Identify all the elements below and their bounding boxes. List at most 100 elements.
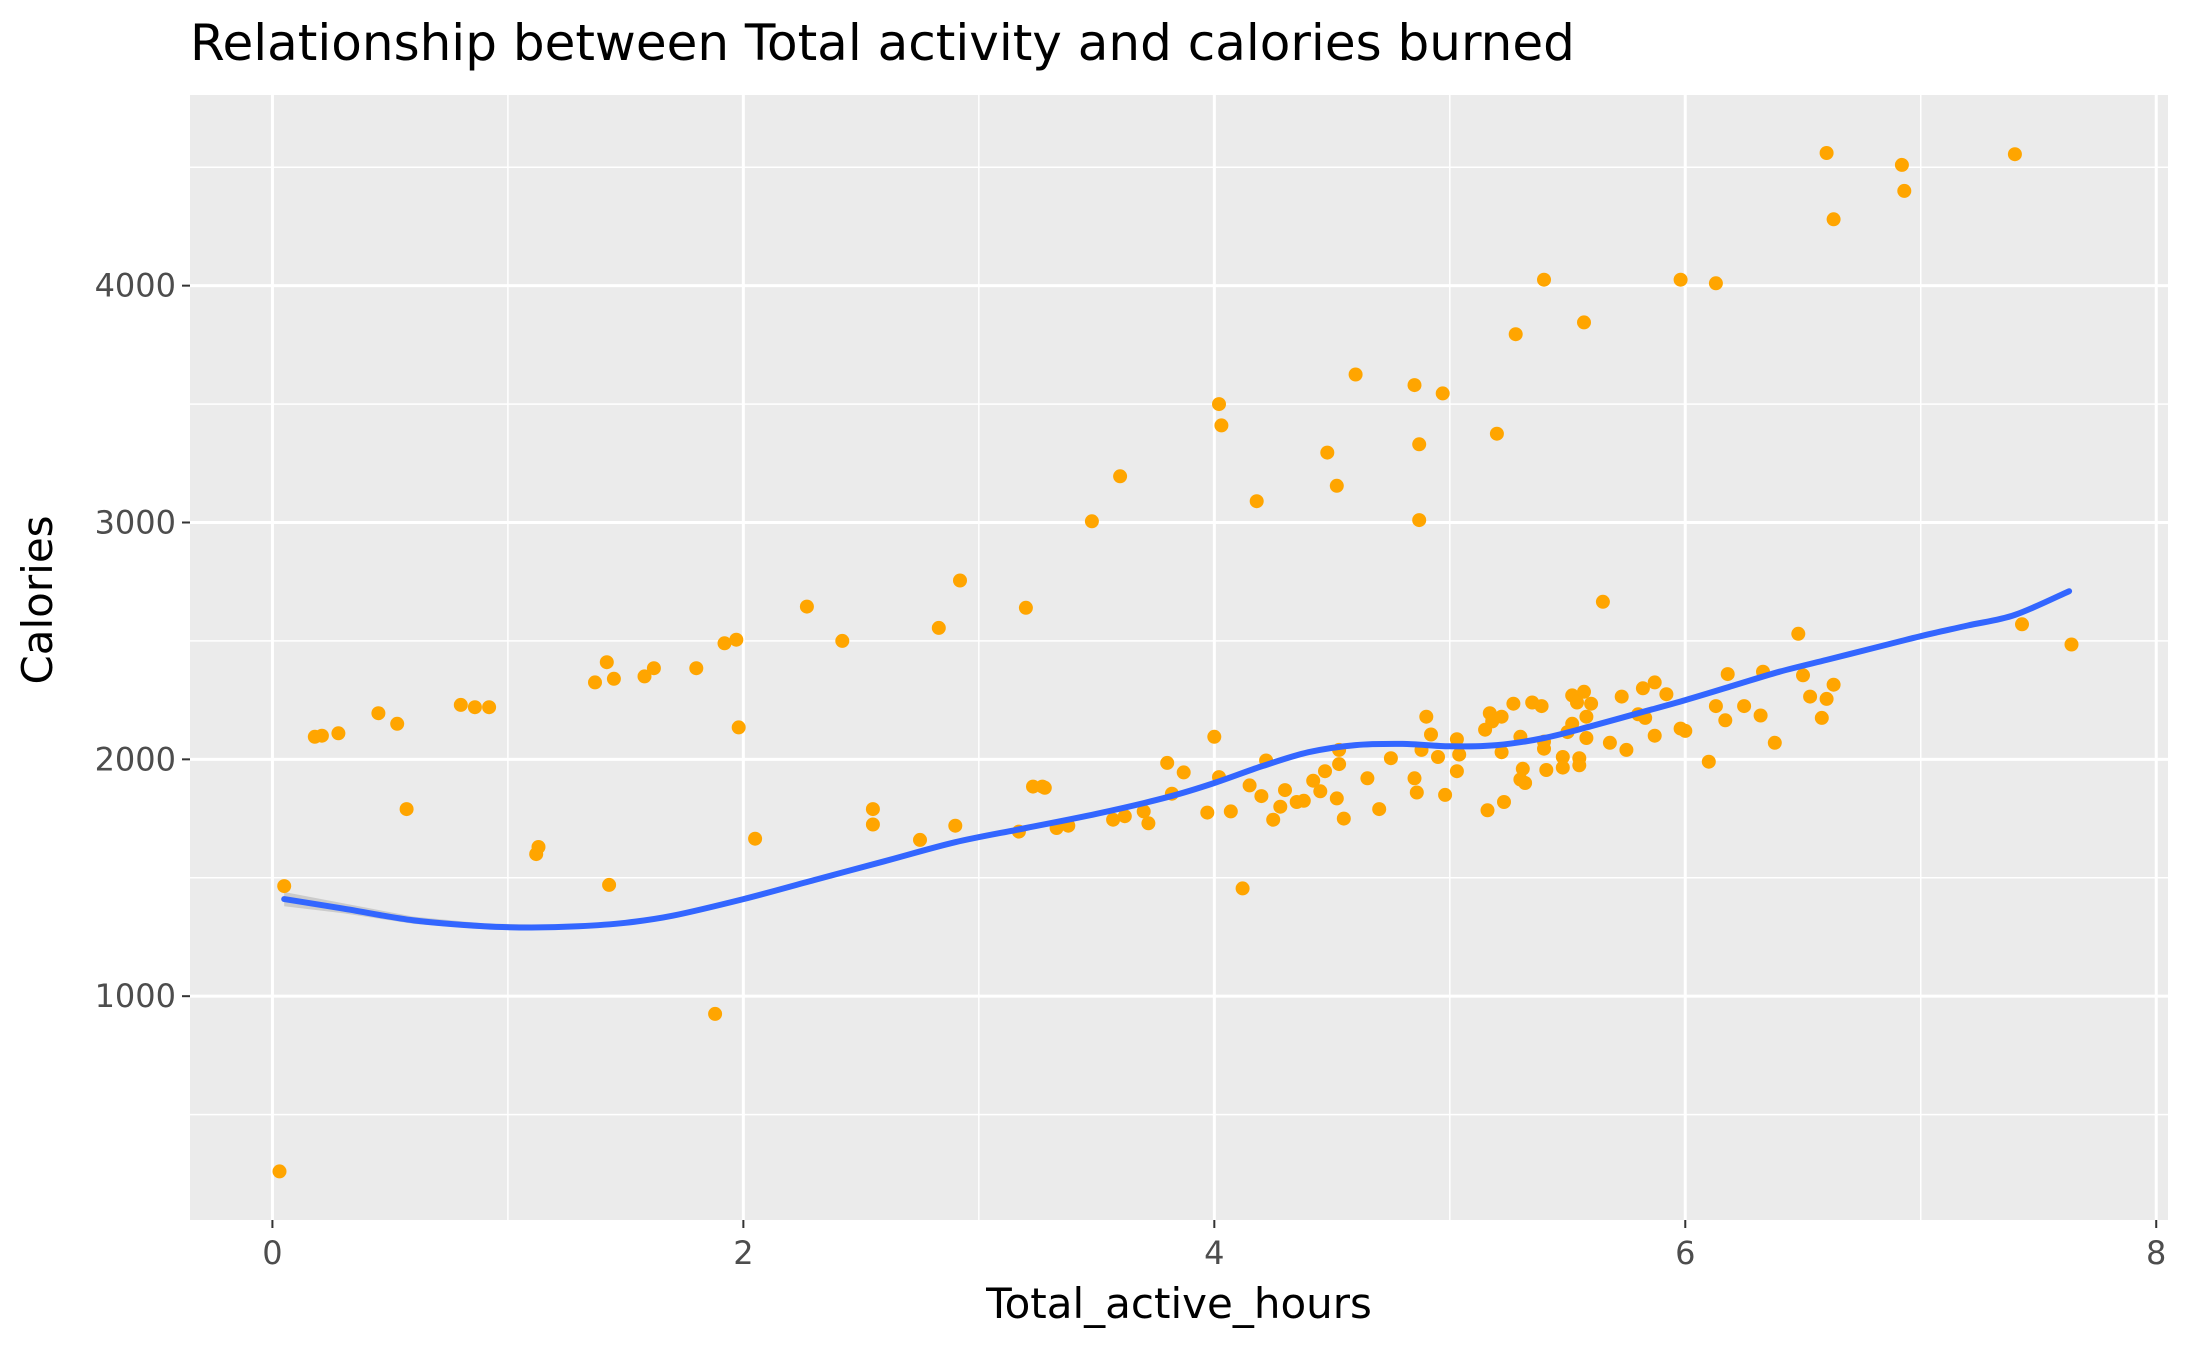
data-point — [1819, 691, 1834, 706]
data-point — [453, 697, 468, 712]
data-point — [1106, 812, 1121, 827]
y-axis-title: Calories — [13, 515, 62, 684]
data-point — [1412, 437, 1427, 452]
data-point — [1894, 157, 1909, 172]
data-point — [1737, 699, 1752, 714]
data-point — [1579, 731, 1594, 745]
data-point — [1249, 494, 1264, 509]
data-point — [1570, 695, 1584, 710]
data-point — [1647, 675, 1662, 690]
data-point — [2015, 617, 2029, 632]
data-point — [646, 661, 661, 676]
data-point — [1424, 727, 1438, 742]
data-point — [1306, 773, 1321, 788]
data-point — [1207, 729, 1222, 744]
data-point — [1480, 803, 1495, 818]
data-point — [606, 671, 621, 686]
data-point — [1176, 765, 1191, 780]
data-point — [913, 832, 927, 847]
data-point — [953, 573, 967, 588]
data-point — [1113, 469, 1128, 484]
data-point — [1254, 789, 1269, 804]
data-point — [1141, 816, 1156, 831]
data-point — [1336, 811, 1351, 826]
data-point — [1407, 378, 1422, 393]
data-point — [717, 636, 732, 651]
minor-gridlines — [190, 95, 2168, 1220]
data-point — [689, 661, 704, 676]
data-point — [1659, 687, 1674, 702]
data-point — [390, 716, 405, 731]
data-point — [1117, 809, 1132, 824]
data-point — [467, 700, 482, 715]
data-point — [1329, 478, 1344, 493]
data-point — [1348, 367, 1363, 382]
data-point — [1449, 732, 1464, 747]
data-point — [1619, 742, 1634, 757]
data-point — [1372, 802, 1387, 817]
data-point — [1438, 787, 1453, 802]
data-point — [1814, 710, 1829, 725]
data-point — [1296, 793, 1311, 808]
data-point — [2007, 147, 2022, 162]
x-axis-title: Total_active_hours — [985, 1279, 1372, 1328]
data-point — [399, 802, 414, 817]
data-point — [1635, 681, 1650, 696]
data-point — [865, 817, 880, 832]
data-point — [1431, 750, 1445, 764]
data-point — [1753, 708, 1768, 723]
data-point — [1720, 667, 1735, 682]
data-point — [602, 877, 617, 892]
x-tick-label: 6 — [1675, 1234, 1695, 1272]
data-point — [1803, 689, 1818, 704]
data-point — [748, 831, 763, 846]
data-point — [1826, 212, 1841, 227]
x-axis: 0 2 4 6 8 — [262, 1220, 2166, 1272]
data-point — [1497, 795, 1511, 809]
data-point — [1819, 146, 1834, 160]
data-point — [588, 675, 602, 690]
data-point — [931, 620, 946, 635]
data-point — [314, 728, 329, 743]
data-point — [1602, 735, 1617, 750]
data-point — [708, 1006, 723, 1021]
data-point — [482, 700, 497, 715]
data-point — [637, 669, 652, 684]
data-point — [1332, 757, 1347, 772]
y-tick-label: 1000 — [95, 977, 176, 1015]
data-point — [1318, 764, 1332, 779]
data-point — [1223, 804, 1238, 819]
chart-title: Relationship between Total activity and … — [190, 14, 1575, 72]
data-point — [1383, 751, 1398, 766]
data-point — [1897, 183, 1912, 198]
y-tick-label: 2000 — [95, 740, 176, 778]
plot-panel — [190, 95, 2168, 1220]
data-point — [1508, 327, 1523, 342]
x-tick-label: 2 — [733, 1234, 753, 1272]
data-point — [799, 599, 814, 614]
x-tick-label: 0 — [262, 1234, 282, 1272]
data-point — [371, 706, 386, 721]
data-point — [1409, 785, 1424, 800]
data-point — [1452, 747, 1467, 762]
data-point — [835, 633, 850, 648]
data-point — [1826, 677, 1841, 692]
y-tick-label: 4000 — [95, 267, 176, 305]
x-tick-label: 4 — [1204, 1234, 1224, 1272]
data-point — [1320, 445, 1335, 460]
data-point — [1718, 713, 1733, 728]
data-point — [1084, 514, 1099, 529]
data-point — [1572, 751, 1587, 766]
data-point — [1534, 699, 1549, 714]
smooth-line — [281, 588, 2073, 931]
data-point — [1579, 709, 1594, 724]
data-point — [1518, 776, 1533, 790]
data-point — [1708, 699, 1723, 714]
data-point — [1449, 764, 1464, 779]
data-point — [331, 726, 346, 741]
data-point — [1160, 755, 1175, 770]
data-point — [1577, 684, 1591, 699]
data-point — [1555, 760, 1570, 775]
data-point — [1701, 754, 1716, 769]
